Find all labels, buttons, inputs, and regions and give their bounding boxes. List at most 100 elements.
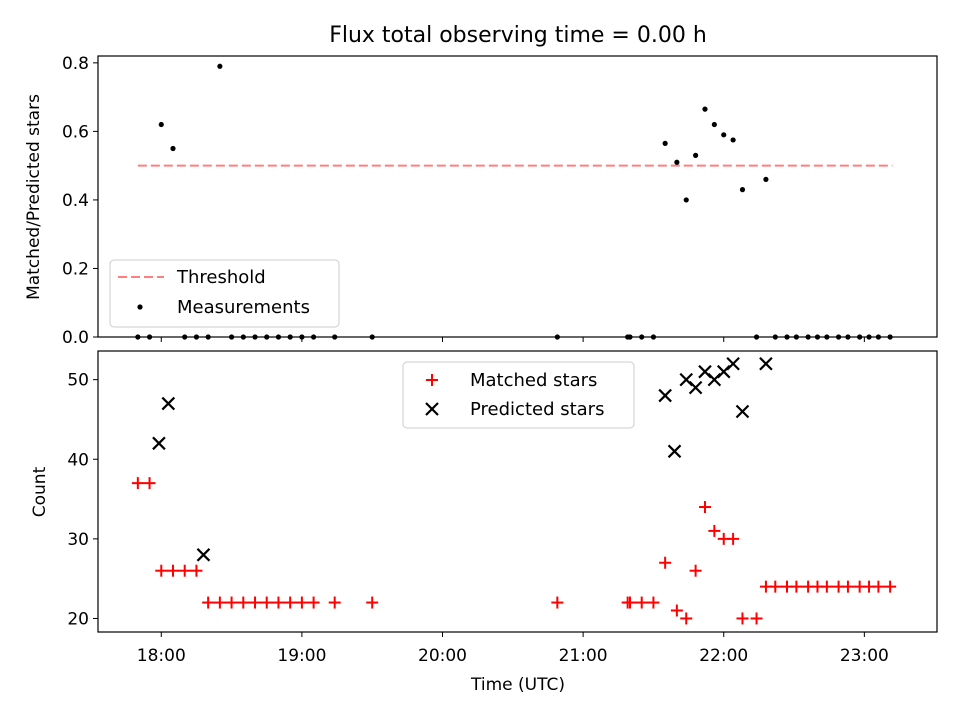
bottom-y-axis-label: Count xyxy=(30,466,50,517)
matched-point xyxy=(143,477,156,490)
matched-point xyxy=(708,524,721,537)
measurement-point xyxy=(252,334,258,340)
legend-matched-label: Matched stars xyxy=(470,370,597,391)
bottom-plot-area: 20 30 40 50 18:00 19:00 20:00 21:00 22:00 23:00 xyxy=(67,350,938,666)
y-tick-label: 50 xyxy=(67,371,89,391)
measurement-point xyxy=(146,334,153,340)
measurement-point xyxy=(730,137,736,143)
legend-matched-swatch xyxy=(426,374,438,386)
measurement-point xyxy=(193,334,200,340)
measurement-point xyxy=(205,334,211,340)
matched-point xyxy=(872,580,885,593)
measurement-point xyxy=(170,145,176,152)
measurement-point xyxy=(627,334,633,340)
matched-point xyxy=(635,596,648,609)
matched-point xyxy=(647,596,660,609)
x-stroke-b xyxy=(759,356,773,371)
legend-measurements-label: Measurements xyxy=(177,297,310,318)
measurement-point xyxy=(639,334,645,340)
legend-x-marker xyxy=(425,402,439,416)
x-tick-label: 21:00 xyxy=(559,646,608,666)
plot-frame xyxy=(97,55,938,338)
top-plot-area: 0.0 0.2 0.4 0.6 0.8 xyxy=(62,54,938,348)
predicted-point xyxy=(161,396,176,411)
y-tick-label: 20 xyxy=(67,609,89,629)
measurement-point xyxy=(158,121,164,128)
predicted-point xyxy=(688,380,703,395)
legend-threshold-label: Threshold xyxy=(176,267,266,288)
matched-point xyxy=(670,604,683,617)
x-stroke-b xyxy=(425,402,439,416)
measurement-point xyxy=(135,334,141,340)
y-tick-label: 40 xyxy=(67,450,89,470)
measurement-point xyxy=(674,159,680,165)
measurement-point xyxy=(369,334,375,340)
y-tick-label: 0.0 xyxy=(62,328,89,348)
predicted-point xyxy=(196,548,211,562)
measurement-point xyxy=(662,140,668,146)
matched-point xyxy=(698,501,711,514)
predicted-point xyxy=(667,444,682,459)
predicted-point xyxy=(735,404,750,419)
measurement-point xyxy=(311,334,317,340)
measurement-point xyxy=(772,334,778,340)
x-stroke-b xyxy=(698,364,712,379)
matched-point xyxy=(820,580,833,593)
matched-point xyxy=(237,596,250,609)
x-stroke-b xyxy=(658,388,672,403)
y-tick-label: 0.8 xyxy=(62,54,89,74)
x-stroke-b xyxy=(679,372,694,387)
matched-point xyxy=(689,564,702,577)
measurement-point xyxy=(857,334,863,340)
matched-point xyxy=(736,612,749,625)
predicted-point xyxy=(152,436,166,451)
measurement-point xyxy=(845,334,851,340)
matched-point xyxy=(551,596,564,609)
matched-point xyxy=(131,477,144,490)
plot-frame xyxy=(97,350,938,633)
x-stroke-b xyxy=(735,404,750,419)
measurement-point xyxy=(287,334,293,340)
measurement-point xyxy=(784,334,790,340)
measurement-point xyxy=(299,334,305,340)
matched-point xyxy=(659,556,672,569)
matched-point xyxy=(202,596,215,609)
measurement-point xyxy=(693,152,699,158)
matched-point xyxy=(623,596,636,609)
matched-point xyxy=(213,596,226,609)
measurement-point xyxy=(824,334,830,340)
matched-point xyxy=(884,580,897,593)
predicted-point xyxy=(658,388,672,403)
matched-point xyxy=(284,596,297,609)
measurement-point xyxy=(554,334,560,340)
matched-point xyxy=(166,564,179,577)
measurement-point xyxy=(264,334,270,340)
measurement-point xyxy=(275,334,282,340)
matched-point xyxy=(260,596,273,609)
measurement-point xyxy=(650,334,657,340)
measurement-point xyxy=(835,334,842,340)
predicted-point xyxy=(726,356,740,371)
matched-point xyxy=(272,596,285,609)
matched-point xyxy=(295,596,308,609)
top-y-axis-label: Matched/Predicted stars xyxy=(24,94,44,300)
bottom-legend-box xyxy=(402,361,635,429)
matched-point xyxy=(727,532,740,545)
legend-predicted-label: Predicted stars xyxy=(470,399,604,420)
measurement-point xyxy=(702,106,708,112)
matched-point xyxy=(249,596,262,609)
measurement-point xyxy=(711,121,717,128)
y-tick-label: 0.4 xyxy=(62,191,89,211)
top-legend-box xyxy=(109,259,340,328)
matched-point xyxy=(178,564,191,577)
x-tick-label: 20:00 xyxy=(418,646,467,666)
matched-point xyxy=(750,612,763,625)
measurement-point xyxy=(875,334,882,340)
measurement-point xyxy=(332,334,338,340)
chart-title: Flux total observing time = 0.00 h xyxy=(329,23,707,48)
measurement-point xyxy=(217,63,223,69)
x-tick-label: 18:00 xyxy=(137,646,186,666)
measurement-point xyxy=(182,334,188,340)
